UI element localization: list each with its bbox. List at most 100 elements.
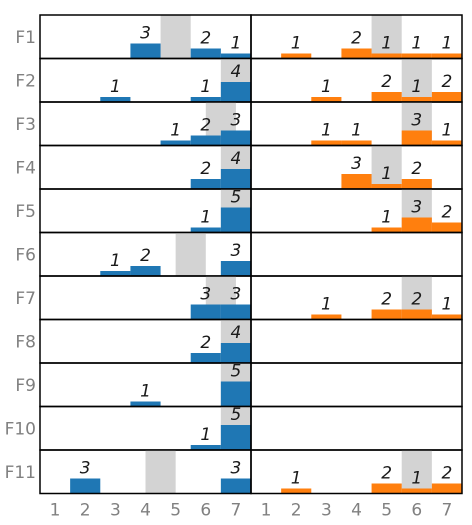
bar-x3 (311, 97, 342, 102)
bar-x6 (401, 179, 432, 189)
x-tick-label: 6 (200, 501, 211, 521)
cell-panel1-f9: 15 (39, 362, 252, 408)
count-label-x6: 1 (200, 208, 211, 228)
bar-x7 (220, 53, 251, 59)
bar-x6 (401, 130, 432, 146)
bar-x4 (341, 48, 372, 59)
count-label-x7: 2 (442, 203, 453, 223)
cell-panel2-f9 (250, 362, 463, 408)
x-tick-label: 3 (110, 501, 121, 521)
count-label-x6: 1 (411, 34, 422, 54)
count-label-x6: 2 (200, 159, 211, 179)
bar-x6 (190, 135, 221, 146)
x-tick-label: 7 (231, 501, 242, 521)
x-tick-label: 1 (261, 501, 272, 521)
count-label-x3: 1 (321, 295, 332, 315)
count-label-x6: 1 (200, 77, 211, 97)
count-label-x6: 1 (411, 77, 422, 97)
bar-x6 (190, 353, 221, 363)
x-tick-label: 1 (50, 501, 61, 521)
x-tick-label: 4 (351, 501, 362, 521)
bar-x5 (160, 140, 191, 146)
bar-x6 (401, 53, 432, 59)
highlight-band (145, 450, 176, 494)
cell-panel1-f2: 1 14 (39, 57, 252, 103)
count-label-x7: 5 (231, 188, 242, 208)
count-label-x6: 2 (411, 290, 422, 310)
bar-x7 (431, 314, 462, 320)
highlight-band (371, 145, 402, 189)
count-label-x2: 1 (291, 469, 302, 489)
count-label-x7: 4 (231, 149, 242, 169)
row-label-f2: F2 (15, 71, 36, 91)
row-label-f6: F6 (15, 245, 36, 265)
count-label-x5: 2 (381, 464, 392, 484)
count-label-x7: 5 (231, 362, 242, 382)
bar-x7 (220, 343, 251, 363)
x-tick-label: 7 (442, 501, 453, 521)
bar-x7 (220, 261, 251, 276)
cell-panel2-f6 (250, 231, 463, 277)
bar-x6 (401, 488, 432, 494)
bar-x3 (311, 314, 342, 320)
highlight-band (160, 15, 191, 59)
bar-x5 (371, 483, 402, 494)
count-label-x6: 2 (411, 159, 422, 179)
x-tick-label: 3 (321, 501, 332, 521)
cell-frame (250, 449, 463, 495)
bar-x2 (281, 53, 312, 59)
row-label-f1: F1 (15, 28, 36, 48)
bar-x6 (190, 304, 221, 320)
x-tick-label: 5 (381, 501, 392, 521)
highlight-band (401, 450, 432, 494)
cell-panel2-f8 (250, 318, 463, 364)
bar-x5 (371, 53, 402, 59)
bar-x7 (220, 478, 251, 494)
count-label-x6: 1 (411, 469, 422, 489)
count-label-x7: 1 (231, 34, 242, 54)
bar-x3 (311, 140, 342, 146)
count-label-x6: 3 (200, 285, 211, 305)
count-label-x6: 2 (200, 333, 211, 353)
count-label-x2: 3 (80, 459, 91, 479)
cell-frame (39, 188, 252, 234)
count-label-x3: 1 (321, 121, 332, 141)
row-label-f7: F7 (15, 289, 36, 309)
panel-2: 1 2 1 1 11 2 1 21 1 3 13 1 21 3 21 2 2 11 2 1 21 2 3 4 5 6 7 (250, 14, 463, 521)
highlight-band (401, 58, 432, 102)
x-tick-label: 6 (411, 501, 422, 521)
x-tick-label: 4 (140, 501, 151, 521)
row-label-f4: F4 (15, 158, 36, 178)
cell-frame (250, 405, 463, 451)
bar-x6 (401, 217, 432, 233)
bar-x6 (190, 227, 221, 233)
bar-x2 (281, 488, 312, 494)
count-label-x2: 1 (291, 34, 302, 54)
bar-x6 (401, 309, 432, 320)
bar-x2 (70, 478, 101, 494)
bar-x5 (371, 92, 402, 102)
count-label-x7: 1 (442, 121, 453, 141)
cell-panel1-f5: 15 (39, 188, 252, 234)
count-label-x5: 1 (381, 208, 392, 228)
cell-frame (250, 318, 463, 364)
count-label-x7: 4 (231, 62, 242, 82)
bar-x7 (220, 207, 251, 233)
row-label-f8: F8 (15, 332, 36, 352)
count-label-x7: 5 (231, 405, 242, 425)
count-label-x7: 2 (442, 464, 453, 484)
count-label-x4: 3 (140, 24, 151, 44)
count-label-x3: 1 (110, 77, 121, 97)
x-tick-label: 2 (291, 501, 302, 521)
count-label-x6: 2 (200, 116, 211, 136)
bar-x4 (341, 174, 372, 189)
bar-x3 (100, 97, 131, 102)
